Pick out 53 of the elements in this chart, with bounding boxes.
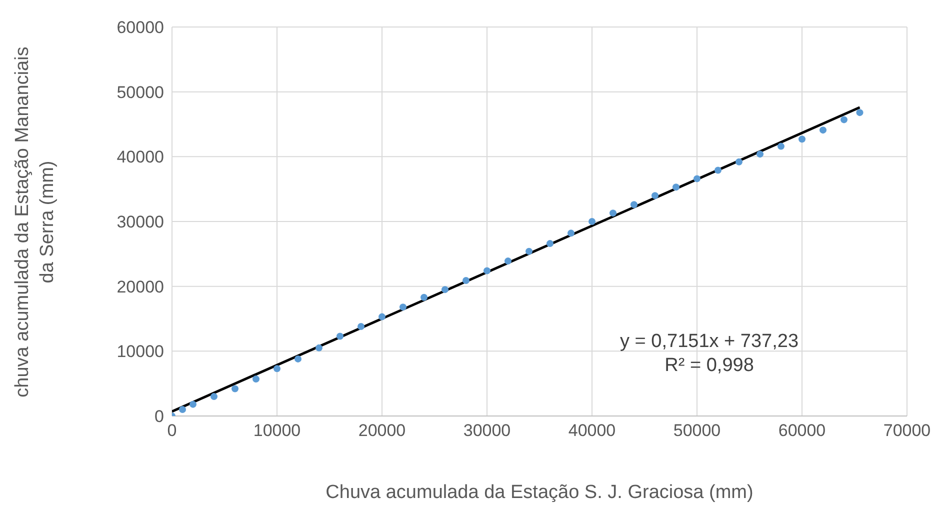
point — [840, 116, 848, 124]
point — [736, 158, 742, 166]
point — [694, 175, 700, 182]
x-tick-label: 60000 — [778, 421, 826, 440]
point — [652, 192, 658, 200]
point — [210, 393, 218, 400]
y-tick-label: 40000 — [116, 148, 164, 167]
x-tick-label: 30000 — [463, 421, 511, 440]
point — [484, 267, 490, 274]
point — [378, 313, 386, 320]
y-axis-title: chuva acumulada da Estação Mananciais da Serra (mm) — [11, 46, 59, 400]
point — [714, 166, 722, 174]
point — [756, 150, 764, 158]
y-tick-label: 0 — [154, 407, 164, 426]
x-tick-label: 50000 — [673, 421, 721, 440]
point — [504, 258, 512, 265]
annotation: y = 0,7151x + 737,23 — [620, 330, 799, 354]
x-tick-label: 20000 — [358, 421, 406, 440]
point — [316, 344, 322, 352]
y-tick-label: 50000 — [116, 82, 164, 102]
y-tick-label: 10000 — [116, 342, 164, 362]
point — [610, 210, 616, 217]
point — [232, 385, 238, 392]
point — [588, 218, 596, 225]
point — [546, 240, 554, 248]
point — [526, 248, 532, 255]
x-tick-label: 0 — [167, 421, 177, 440]
x-axis-title: Chuva acumulada da Estação S. J. Graciosa (mm) — [324, 482, 754, 504]
point — [442, 286, 448, 294]
y-tick-label: 30000 — [116, 212, 164, 232]
point — [630, 201, 638, 208]
point — [336, 332, 344, 340]
point — [358, 323, 364, 330]
annotation: R² = 0,998 — [664, 354, 755, 378]
point — [798, 136, 806, 143]
point — [190, 400, 196, 408]
point — [400, 304, 406, 311]
point — [420, 294, 428, 301]
x-tick-label: 40000 — [568, 421, 616, 440]
point — [856, 109, 864, 116]
point — [252, 376, 260, 383]
point — [179, 406, 186, 414]
point — [778, 142, 784, 150]
point — [568, 230, 574, 237]
point — [672, 184, 680, 191]
x-tick-label: 70000 — [883, 421, 931, 440]
point — [820, 126, 826, 134]
point — [462, 277, 470, 284]
x-tick-label: 10000 — [253, 421, 301, 440]
point — [294, 355, 302, 362]
y-tick-label: 60000 — [116, 18, 164, 38]
point — [274, 365, 280, 372]
y-tick-label: 20000 — [116, 277, 164, 296]
